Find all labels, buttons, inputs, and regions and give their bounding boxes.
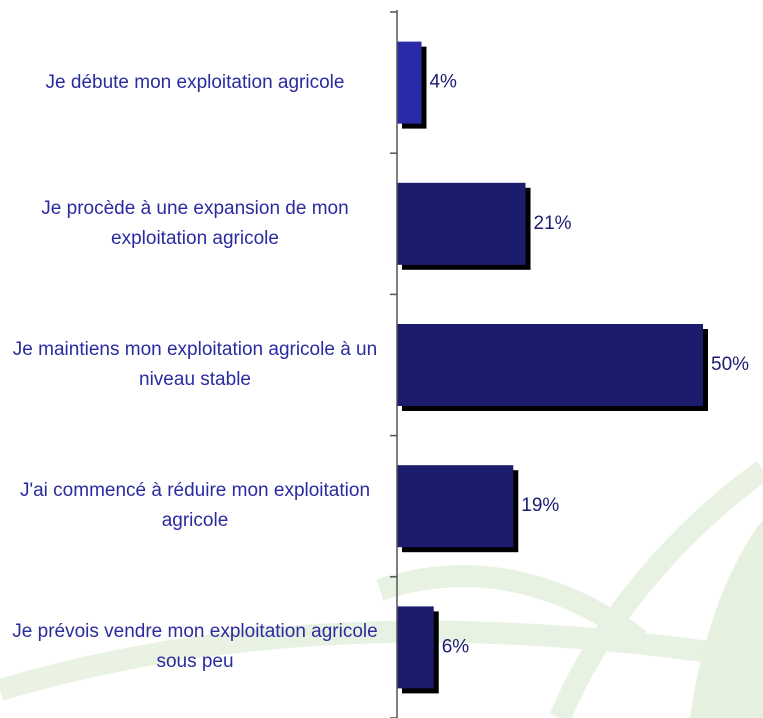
bar — [397, 324, 703, 406]
value-label: 6% — [442, 636, 470, 657]
value-label: 4% — [429, 72, 457, 93]
bar — [397, 606, 434, 689]
category-label: Je prévois vendre mon exploitation agric… — [12, 621, 378, 673]
leaf-stroke — [549, 461, 763, 718]
value-label: 19% — [521, 495, 559, 516]
category-label: Je maintiens mon exploitation agricole à… — [12, 339, 378, 390]
bar — [397, 41, 422, 124]
bar — [397, 465, 514, 548]
value-label: 50% — [711, 354, 749, 375]
category-label: J'ai commencé à réduire mon exploitation… — [19, 480, 371, 532]
leaf-stroke — [376, 565, 647, 649]
leaf-fill — [690, 520, 763, 718]
category-label: Je procède à une expansion de mon exploi… — [41, 197, 349, 249]
category-label: Je débute mon exploitation agricole — [45, 71, 345, 93]
bar — [397, 182, 526, 265]
background-leaf — [0, 461, 763, 718]
value-label: 21% — [534, 213, 572, 234]
